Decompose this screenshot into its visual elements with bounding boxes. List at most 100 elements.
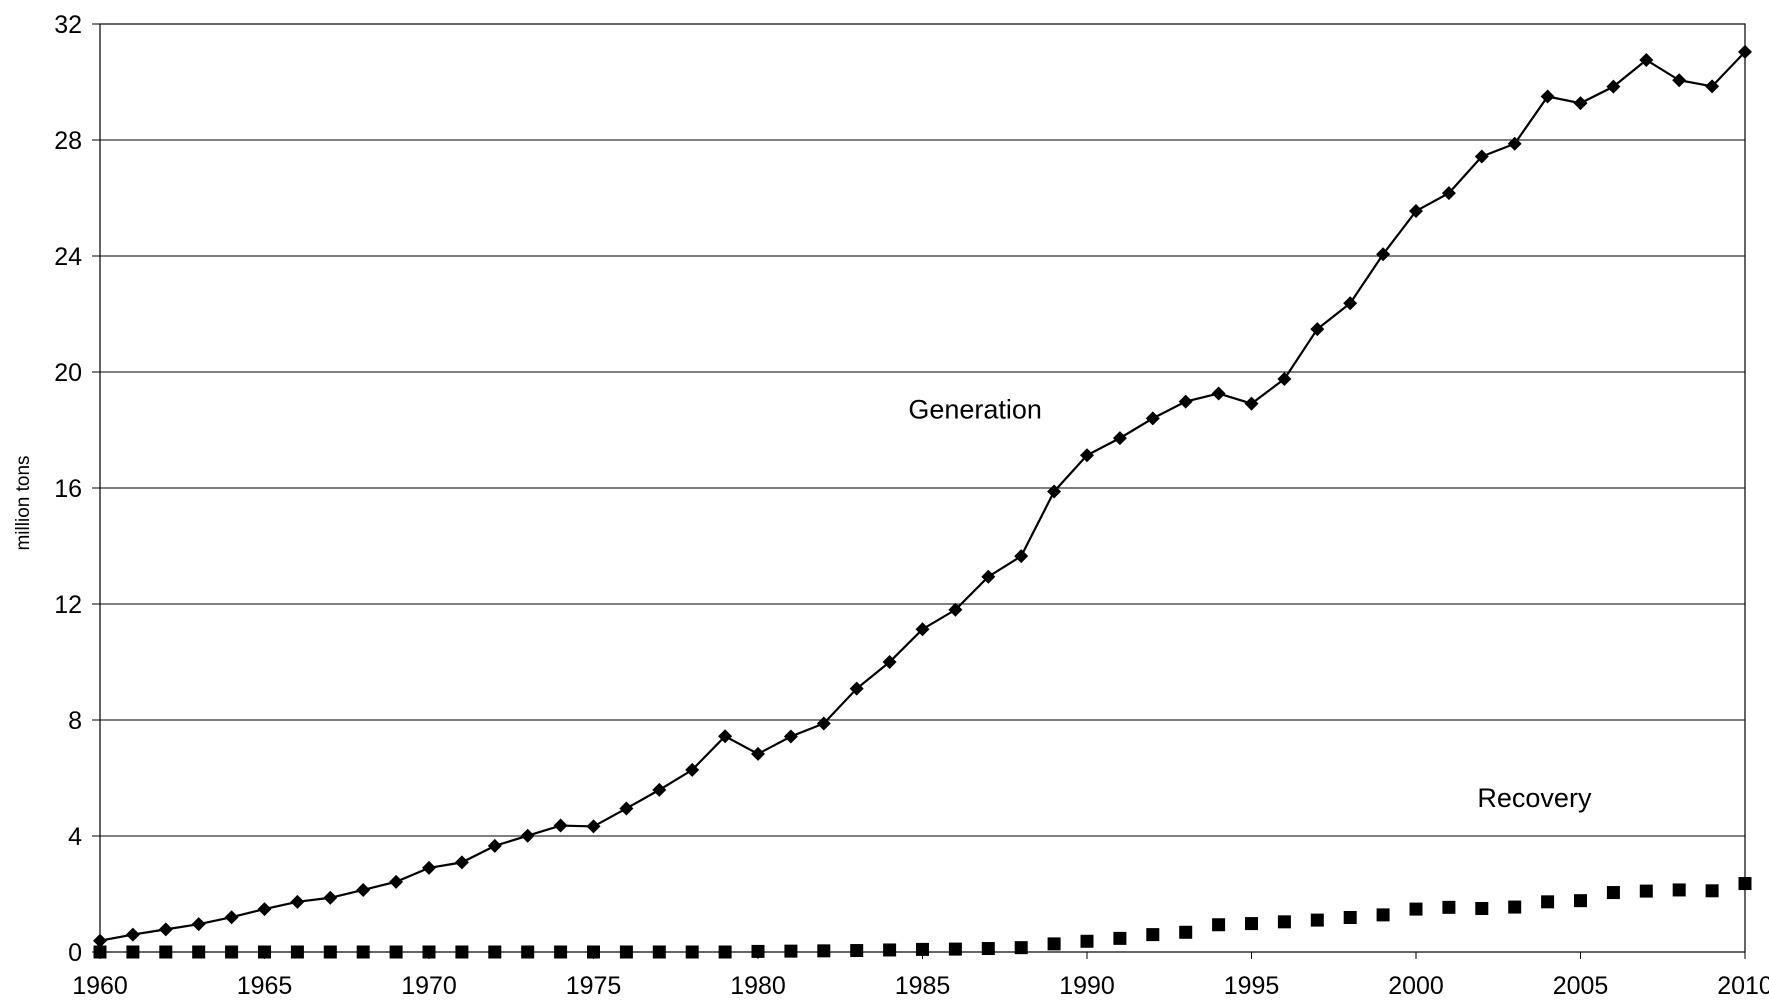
generation-point: [1376, 247, 1391, 262]
generation-point: [93, 933, 107, 948]
y-tick-label: 8: [68, 707, 82, 735]
x-tick-label: 1995: [1224, 972, 1280, 1000]
recovery-point: [1245, 917, 1258, 931]
generation-point: [1112, 431, 1127, 446]
generation-point: [685, 762, 700, 777]
recovery-point: [1508, 900, 1522, 914]
generation-point: [652, 782, 667, 797]
recovery-point: [883, 943, 897, 957]
recovery-point: [751, 944, 765, 958]
recovery-point: [850, 944, 864, 958]
recovery-point: [1705, 884, 1719, 898]
recovery-point: [619, 945, 633, 959]
recovery-point: [192, 945, 206, 959]
recovery-point: [422, 945, 436, 959]
x-tick-label: 2005: [1553, 972, 1609, 1000]
generation-point: [1310, 322, 1325, 337]
generation-point: [1244, 396, 1259, 411]
generation-point: [816, 716, 831, 731]
recovery-point: [93, 945, 107, 959]
x-tick-label: 2010: [1717, 972, 1769, 1000]
recovery-point: [784, 944, 798, 958]
generation-point: [1211, 386, 1226, 401]
generation-point: [553, 818, 568, 833]
recovery-point: [1212, 918, 1226, 932]
generation-point: [1573, 96, 1588, 111]
recovery-point: [1738, 877, 1752, 891]
y-axis-title: million tons: [13, 455, 34, 550]
generation-point: [125, 927, 140, 942]
y-tick-label: 28: [54, 127, 82, 155]
recovery-point: [916, 942, 929, 956]
generation-point: [1080, 448, 1094, 463]
x-tick-label: 1960: [72, 972, 128, 1000]
y-tick-label: 0: [68, 939, 82, 967]
generation-point: [356, 882, 371, 897]
recovery-point: [1442, 900, 1456, 914]
generation-point: [948, 602, 963, 617]
x-tick-label: 1990: [1059, 972, 1115, 1000]
recovery-point: [1179, 925, 1193, 939]
generation-point: [1540, 89, 1555, 104]
recovery-point: [554, 945, 568, 959]
recovery-point: [1343, 910, 1357, 924]
generation-point: [1606, 79, 1621, 94]
y-tick-label: 12: [54, 591, 82, 619]
x-tick-label: 1965: [237, 972, 293, 1000]
generation-point: [224, 910, 239, 925]
x-tick-label: 1985: [895, 972, 951, 1000]
annotations: Generation Recovery: [908, 394, 1592, 813]
generation-point: [1014, 549, 1029, 564]
generation-point: [1277, 371, 1292, 386]
recovery-point: [258, 945, 271, 959]
generation-point: [849, 681, 864, 696]
generation-point: [257, 902, 272, 917]
recovery-point: [1574, 894, 1587, 908]
y-tick-label: 20: [54, 359, 82, 387]
generation-point: [1705, 79, 1720, 94]
generation-point: [1343, 296, 1358, 311]
recovery-point: [981, 942, 995, 956]
recovery-point: [718, 945, 732, 959]
recovery-point: [455, 945, 469, 959]
recovery-point: [126, 945, 140, 959]
recovery-point: [159, 945, 173, 959]
y-tick-label: 32: [54, 11, 82, 39]
recovery-point: [323, 945, 337, 959]
generation-point: [586, 819, 601, 834]
x-tick-label: 1980: [730, 972, 786, 1000]
recovery-point: [1672, 883, 1686, 897]
recovery-point: [948, 942, 962, 956]
gridlines: [100, 139, 1745, 837]
generation-point: [1409, 204, 1423, 219]
generation-point: [1474, 149, 1489, 164]
generation-point: [422, 860, 436, 875]
recovery-point: [1606, 886, 1620, 900]
generation-label: Generation: [908, 394, 1042, 424]
generation-point: [1145, 411, 1160, 426]
recovery-point: [1047, 937, 1061, 951]
recovery-point: [587, 945, 600, 959]
generation-point: [1672, 73, 1687, 88]
recovery-point: [817, 944, 831, 958]
recovery-point: [685, 945, 699, 959]
generation-point: [487, 838, 502, 853]
generation-point: [1178, 394, 1193, 409]
generation-point: [454, 855, 469, 870]
y-tick-label: 4: [68, 823, 82, 851]
x-tick-label: 1975: [566, 972, 622, 1000]
generation-point: [751, 746, 765, 761]
generation-point: [1507, 136, 1522, 151]
recovery-point: [389, 945, 403, 959]
generation-point: [1639, 52, 1654, 67]
generation-point: [323, 890, 338, 905]
recovery-point: [1146, 928, 1160, 942]
generation-point: [1441, 186, 1456, 201]
recovery-point: [1541, 895, 1555, 909]
recovery-point: [290, 945, 304, 959]
recovery-point: [488, 945, 502, 959]
generation-point: [389, 874, 404, 889]
generation-point: [1738, 44, 1752, 59]
generation-point: [290, 894, 305, 909]
